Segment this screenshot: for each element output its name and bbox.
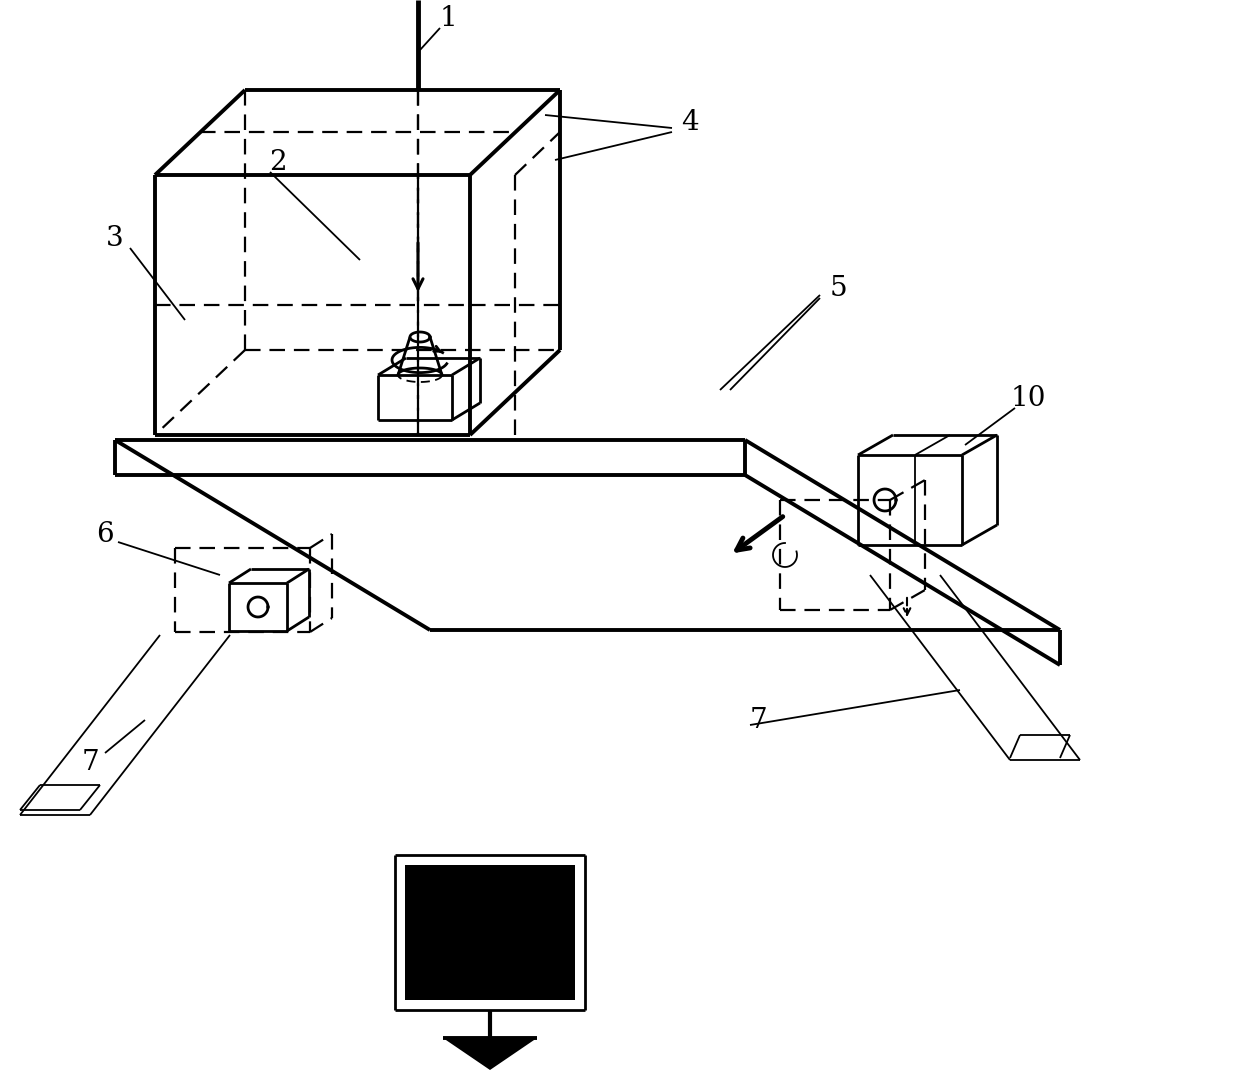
Text: 6: 6 (97, 522, 114, 548)
Polygon shape (405, 865, 575, 1000)
Polygon shape (443, 1038, 537, 1070)
Text: 3: 3 (107, 225, 124, 252)
Text: 7: 7 (749, 707, 766, 734)
Text: 10: 10 (1011, 384, 1045, 411)
Text: 7: 7 (81, 750, 99, 776)
Text: 4: 4 (681, 108, 699, 136)
Text: 1: 1 (439, 4, 456, 31)
Text: 2: 2 (269, 149, 286, 176)
Text: 11: 11 (542, 864, 578, 891)
Text: 5: 5 (830, 274, 847, 302)
